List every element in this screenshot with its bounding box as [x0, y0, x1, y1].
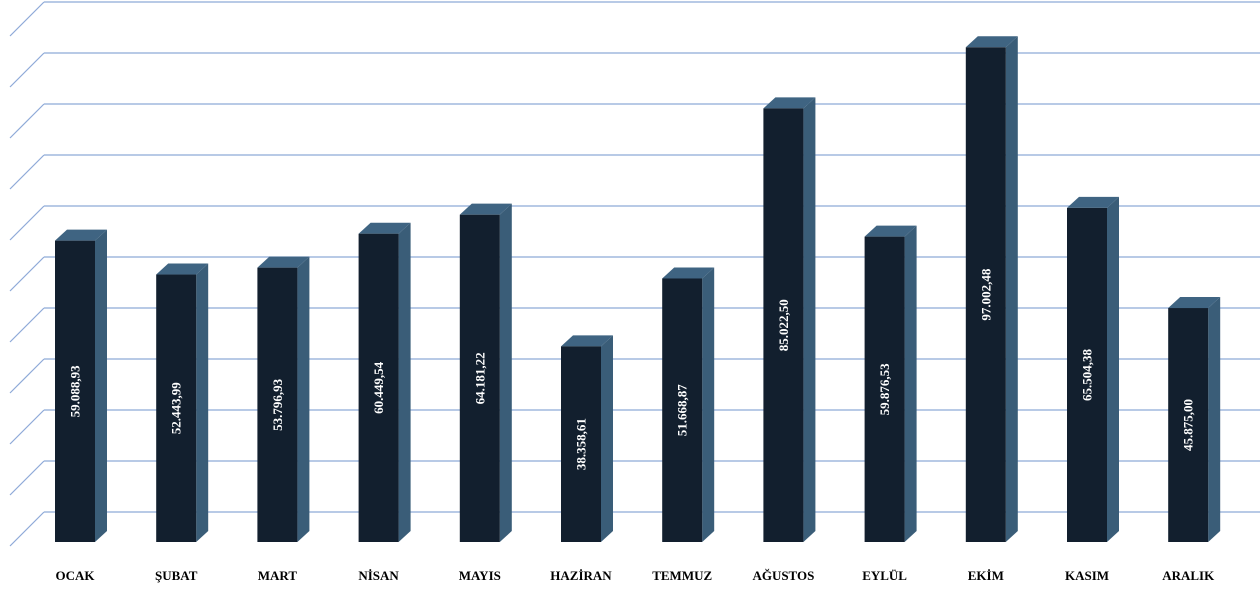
gridline-diagonal: [9, 52, 45, 88]
value-label: 64.181,22: [472, 352, 487, 404]
bar-front: [156, 274, 197, 542]
category-labels: OCAK ŞUBAT MART NİSAN MAYIS HAZİRAN TEMMUZ AĞUS…: [56, 568, 1216, 583]
bar-top: [55, 229, 107, 241]
bar-top: [763, 97, 816, 109]
bar-side: [196, 263, 209, 542]
value-label: 85.022,50: [776, 299, 791, 351]
value-label: 45.875,00: [1181, 399, 1196, 451]
category-label: HAZİRAN: [550, 568, 612, 583]
value-label: 97.002,48: [978, 268, 993, 321]
gridline-diagonal: [9, 205, 45, 241]
value-label: 60.449,54: [371, 361, 386, 414]
value-label: 52.443,99: [169, 382, 184, 435]
category-label: EKİM: [968, 568, 1004, 583]
category-label: MAYIS: [459, 568, 501, 583]
bars: 59.088,93 52.443,99 53.796,93 60.449,54 64.1…: [55, 36, 1221, 543]
bar-top: [965, 36, 1018, 48]
bar-aralik: 45.875,00: [1168, 297, 1221, 542]
value-label: 51.668,87: [675, 384, 690, 437]
category-label: AĞUSTOS: [752, 568, 814, 583]
bar-top: [358, 222, 411, 234]
bar-ağustos: 85.022,50: [763, 97, 816, 542]
category-label: NİSAN: [358, 568, 399, 583]
bar-kasim: 65.504,38: [1067, 196, 1119, 542]
bar-eki̇m: 97.002,48: [965, 36, 1018, 542]
category-label: ARALIK: [1162, 568, 1215, 583]
bar-side: [1005, 36, 1018, 542]
bar-ocak: 59.088,93: [55, 229, 107, 542]
bar-front: [358, 233, 399, 543]
bar-front: [1168, 308, 1209, 542]
bar-front: [55, 240, 95, 542]
category-label: MART: [258, 568, 298, 583]
value-label: 38.358,61: [574, 418, 589, 470]
bar-front: [459, 214, 500, 542]
bar-front: [864, 236, 905, 542]
bar-side: [803, 97, 816, 542]
gridline-diagonal: [9, 154, 45, 190]
category-label: KASIM: [1065, 568, 1109, 583]
bar-side: [95, 229, 107, 542]
bar-top: [257, 256, 310, 268]
gridline-diagonal: [9, 409, 45, 445]
value-label: 59.876,53: [877, 363, 892, 416]
bar-top: [1168, 297, 1221, 309]
bar-front: [763, 108, 804, 542]
gridline-diagonal: [9, 460, 45, 496]
bar-side: [1208, 297, 1221, 542]
bar-front: [257, 267, 298, 542]
bar-front: [662, 278, 703, 542]
gridline-diagonal: [9, 358, 45, 394]
bar-mart: 53.796,93: [257, 256, 310, 542]
gridlines: [9, 1, 1260, 547]
bar-side: [1107, 196, 1119, 542]
bar-eylül: 59.876,53: [864, 225, 917, 542]
bar-side: [702, 267, 715, 542]
bar-side: [601, 335, 613, 542]
category-label: EYLÜL: [862, 568, 907, 583]
bar-temmuz: 51.668,87: [662, 267, 715, 542]
bar-top: [561, 335, 613, 347]
bar-top: [459, 203, 512, 215]
bar-top: [662, 267, 715, 279]
bar-hazi̇ran: 38.358,61: [561, 335, 613, 542]
bar-front: [561, 346, 601, 542]
bar-şubat: 52.443,99: [156, 263, 209, 542]
bar-ni̇san: 60.449,54: [358, 222, 411, 543]
bar-front: [1067, 207, 1107, 542]
bar-top: [1067, 196, 1119, 208]
gridline-diagonal: [9, 511, 45, 547]
gridline-diagonal: [9, 256, 45, 292]
bar-side: [904, 225, 917, 542]
bar-side: [398, 222, 411, 543]
bar-mayis: 64.181,22: [459, 203, 512, 542]
bar-top: [156, 263, 209, 275]
value-label: 65.504,38: [1080, 348, 1095, 401]
gridline-diagonal: [9, 103, 45, 139]
category-label: OCAK: [56, 568, 96, 583]
bar-side: [297, 256, 310, 542]
value-label: 53.796,93: [270, 378, 285, 431]
gridline-diagonal: [9, 1, 45, 37]
bar-top: [864, 225, 917, 237]
gridline-diagonal: [9, 307, 45, 343]
value-label: 59.088,93: [68, 365, 83, 418]
category-label: ŞUBAT: [155, 568, 198, 583]
category-label: TEMMUZ: [652, 568, 712, 583]
bar-side: [499, 203, 512, 542]
bar-front: [965, 47, 1006, 542]
